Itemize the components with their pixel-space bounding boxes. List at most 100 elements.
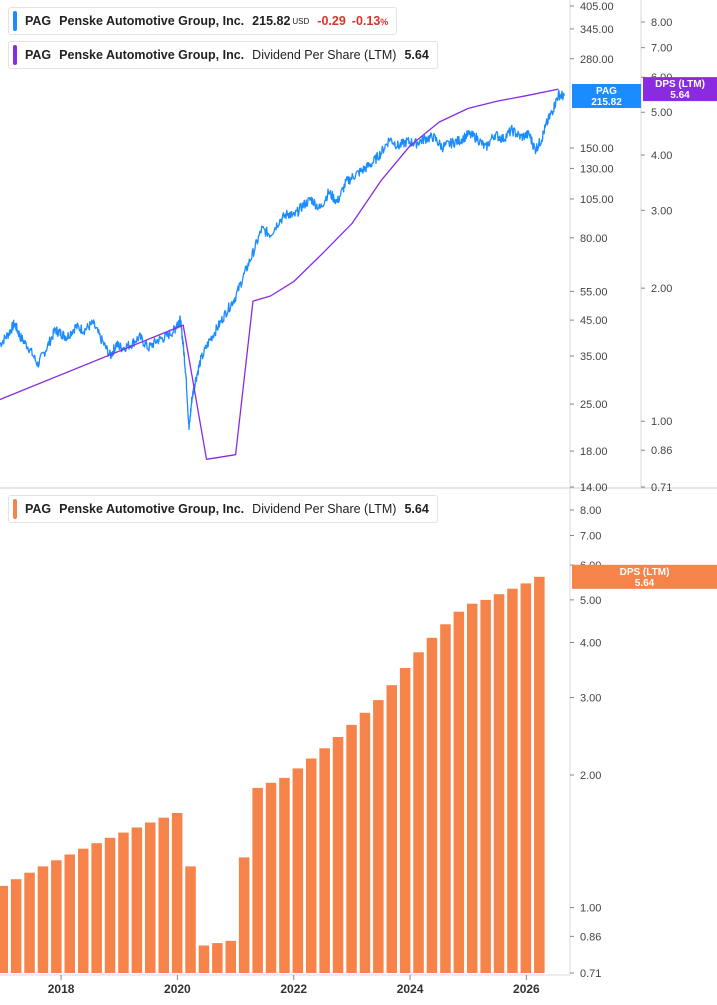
dps-bar xyxy=(158,817,169,973)
price-tag-bg xyxy=(572,83,641,108)
price-tick-label: 25.00 xyxy=(580,399,608,411)
legend-dps-top-value: 5.64 xyxy=(404,48,429,62)
price-tick-label: 280.00 xyxy=(580,54,614,66)
dps-bar xyxy=(292,768,304,973)
dps-bar xyxy=(131,827,143,973)
dps-bar-panel xyxy=(0,576,545,973)
legend-price-currency: USD xyxy=(292,16,310,26)
dps-top-tag-bg xyxy=(643,77,717,102)
dps-bottom-tick-label: 3.00 xyxy=(580,693,601,705)
price-tick-label: 150.00 xyxy=(580,143,614,155)
dps-bar xyxy=(373,700,384,973)
price-series-line xyxy=(0,89,565,431)
dps-bottom-tag-line2: 5.64 xyxy=(635,578,655,589)
dps-bar xyxy=(426,637,438,973)
legend-dps-bottom-value: 5.64 xyxy=(404,502,429,516)
x-tick-label: 2020 xyxy=(164,982,191,996)
legend-price-swatch xyxy=(13,11,17,31)
legend-price-change: -0.29 xyxy=(317,14,346,28)
legend-price-value: 215.82 xyxy=(252,14,291,28)
dps-bar xyxy=(118,832,129,973)
dps-bar xyxy=(10,879,22,973)
dps-bar xyxy=(185,866,196,973)
dps-top-tick-label: 5.00 xyxy=(651,107,672,119)
legend-dps-top-ticker: PAG xyxy=(25,48,52,62)
dps-bar xyxy=(332,737,344,973)
dps-bar xyxy=(252,787,263,973)
legend-price-change-pct: -0.13% xyxy=(352,14,389,28)
legend-dps-top-name: Penske Automotive Group, Inc. xyxy=(59,48,245,62)
x-tick-label: 2024 xyxy=(397,982,424,996)
dps-bar xyxy=(104,837,116,973)
dps-bar xyxy=(91,843,102,973)
dps-bottom-tick-label: 0.86 xyxy=(580,931,601,943)
dps-top-tag-line2: 5.64 xyxy=(670,90,690,101)
legend-dps-top-swatch xyxy=(13,45,17,65)
dps-bottom-tick-label: 2.00 xyxy=(580,770,601,782)
dps-bar xyxy=(399,668,411,973)
dps-bar xyxy=(78,848,89,973)
price-panel xyxy=(0,88,565,460)
price-tick-label: 14.00 xyxy=(580,482,608,494)
x-tick-label: 2018 xyxy=(48,982,75,996)
dps-bar xyxy=(386,685,397,973)
dps-bar xyxy=(453,611,465,973)
dps-bar xyxy=(306,758,317,973)
dps-bottom-tag-bg xyxy=(572,564,717,589)
price-tick-label: 105.00 xyxy=(580,194,614,206)
legend-price[interactable]: PAG Penske Automotive Group, Inc. 215.82… xyxy=(8,7,398,35)
legend-dps-bottom-name: Penske Automotive Group, Inc. xyxy=(59,502,245,516)
dps-top-tag-line1: DPS (LTM) xyxy=(655,79,705,90)
price-tick-label: 55.00 xyxy=(580,286,608,298)
price-tag-line2: 215.82 xyxy=(591,97,622,108)
dps-bottom-tag-line1: DPS (LTM) xyxy=(620,567,670,578)
price-tick-label: 35.00 xyxy=(580,351,608,363)
dps-bar xyxy=(493,594,505,973)
dps-top-tick-label: 0.86 xyxy=(651,445,672,457)
legend-dps-top-metric: Dividend Per Share (LTM) xyxy=(252,48,397,62)
price-tick-label: 18.00 xyxy=(580,446,608,458)
legend-price-name: Penske Automotive Group, Inc. xyxy=(59,14,245,28)
price-tick-label: 80.00 xyxy=(580,233,608,245)
dps-top-tick-label: 7.00 xyxy=(651,43,672,55)
dps-bar xyxy=(37,866,49,973)
dps-bar xyxy=(507,588,518,973)
dps-bar xyxy=(279,777,290,973)
dps-top-tick-label: 0.71 xyxy=(651,482,672,494)
dps-bar xyxy=(467,603,478,973)
dps-bar xyxy=(440,624,451,973)
dps-bar xyxy=(0,885,8,973)
legend-price-pct-sign: % xyxy=(380,17,389,27)
dps-bar xyxy=(198,945,210,973)
dps-series-line xyxy=(0,88,559,460)
dps-bottom-tick-label: 5.00 xyxy=(580,595,601,607)
dps-bar xyxy=(480,599,491,973)
dps-bottom-tick-label: 8.00 xyxy=(580,505,601,517)
dps-top-tick-label: 1.00 xyxy=(651,416,672,428)
dps-bar xyxy=(212,943,223,973)
dps-bottom-tick-label: 1.00 xyxy=(580,903,601,915)
dps-bar xyxy=(64,854,75,973)
dps-bar xyxy=(346,724,357,973)
dps-top-tick-label: 2.00 xyxy=(651,283,672,295)
legend-dps-bottom[interactable]: PAG Penske Automotive Group, Inc. Divide… xyxy=(8,495,438,523)
dps-bottom-tick-label: 7.00 xyxy=(580,531,601,543)
dps-top-tick-label: 4.00 xyxy=(651,150,672,162)
dps-bar xyxy=(225,940,236,973)
dps-bar xyxy=(238,857,250,973)
dps-bottom-tick-label: 4.00 xyxy=(580,638,601,650)
x-tick-label: 2026 xyxy=(513,982,540,996)
dps-bottom-tick-label: 0.71 xyxy=(580,968,601,980)
price-tick-label: 345.00 xyxy=(580,24,614,36)
price-tag-line1: PAG xyxy=(596,86,617,97)
legend-dps-bottom-ticker: PAG xyxy=(25,502,52,516)
dps-bar xyxy=(24,872,35,973)
dps-bar xyxy=(520,583,532,973)
dps-top-tick-label: 8.00 xyxy=(651,17,672,29)
legend-price-ticker: PAG xyxy=(25,14,52,28)
dps-bar xyxy=(534,576,545,973)
dps-bar xyxy=(319,748,330,973)
legend-dps-top[interactable]: PAG Penske Automotive Group, Inc. Divide… xyxy=(8,41,438,69)
